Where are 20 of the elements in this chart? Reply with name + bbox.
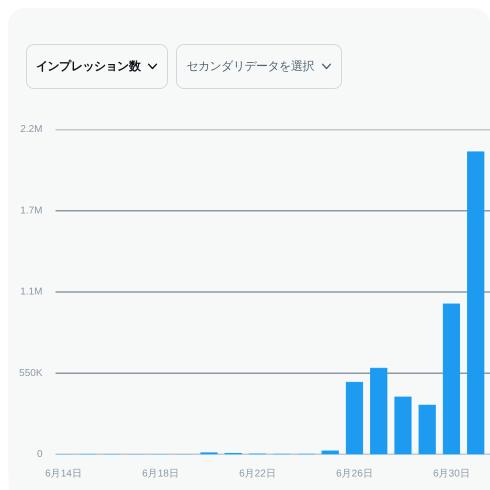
dropdown-button: インプレッション数	[26, 44, 168, 89]
y-tick-label: 1.7M	[20, 205, 43, 216]
bar	[370, 368, 388, 454]
x-tick-label: 6月18日	[142, 468, 179, 480]
y-tick-label: 0	[36, 449, 43, 460]
x-tick-label: 6月22日	[239, 468, 276, 480]
bar	[467, 151, 484, 454]
y-tick-label: 1.1M	[20, 286, 43, 298]
x-tick-label: 6月26日	[336, 468, 373, 480]
bar	[322, 450, 339, 454]
bar	[394, 396, 412, 454]
x-tick-label: 6月14日	[45, 468, 82, 480]
y-tick-label: 2.2M	[20, 124, 43, 135]
x-tick-label: 6月30日	[433, 468, 470, 480]
bar	[418, 404, 436, 454]
bar	[346, 382, 364, 454]
chart-title: インプレッション数	[36, 58, 140, 75]
y-tick-label: 550K	[19, 368, 43, 379]
dropdown-button: セカンダリデータを選択	[176, 44, 342, 89]
bar	[442, 304, 460, 454]
